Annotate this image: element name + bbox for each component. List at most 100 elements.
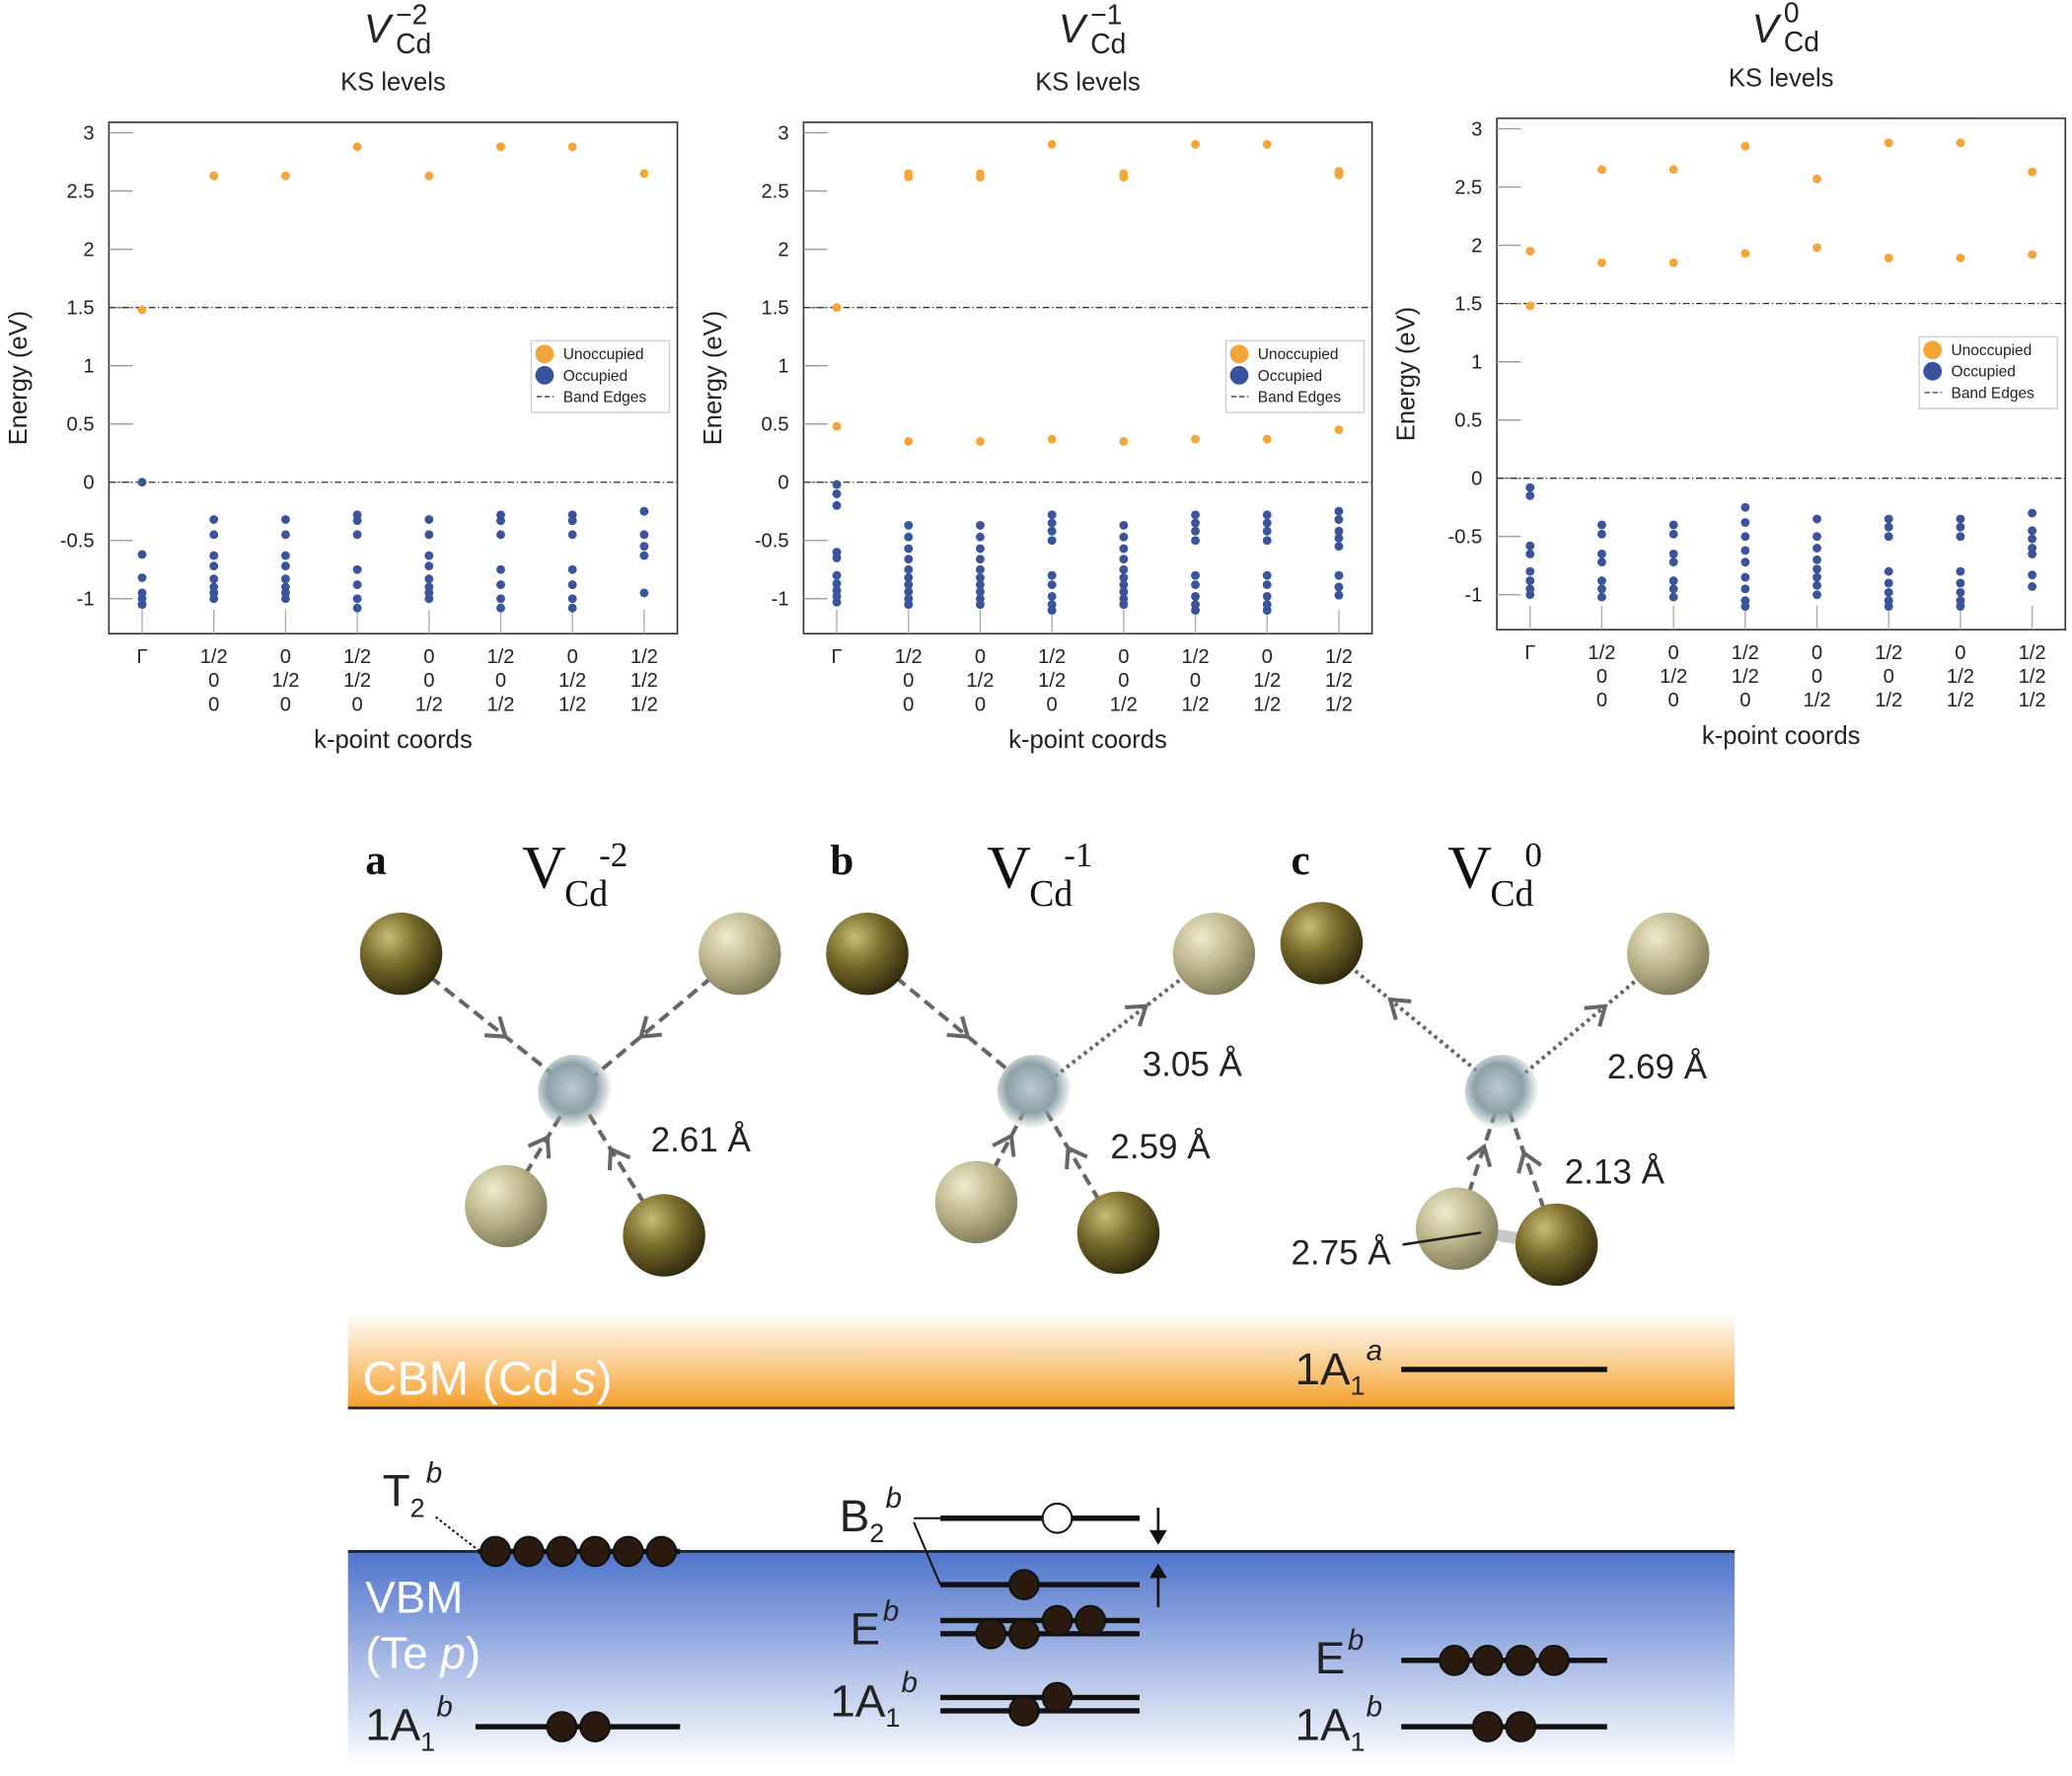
data-point [904,555,914,564]
vbm-label: (Te p) [365,1628,481,1678]
atom [359,912,443,996]
x-tick-label: 1/2 [1875,690,1902,711]
legend-marker [1923,361,1943,381]
data-point [280,171,290,181]
data-point [976,600,985,610]
y-tick-label: 2 [1471,235,1482,257]
x-tick-label: 0 [1884,666,1894,688]
y-tick-label: 0.5 [66,413,94,435]
arrow-head [1584,1003,1608,1027]
spin-arrow [1149,1563,1167,1579]
data-point [1191,606,1200,616]
chart-title-sub: Cd [1090,28,1126,59]
data-point [1956,587,1965,597]
level-sub: 1 [885,1703,900,1733]
data-point [1884,138,1893,148]
data-point [1047,606,1057,616]
y-axis-label: Energy (eV) [5,311,33,445]
level-label: 1A [365,1700,420,1750]
x-tick-label: 1/2 [1038,670,1066,692]
data-point [567,564,577,574]
x-tick-label: 0 [1812,642,1822,664]
data-point [1668,576,1678,586]
x-tick-label: 0 [903,670,914,692]
plot-frame [1496,117,2067,630]
vbm-label-part: ) [466,1628,481,1678]
data-point [1597,557,1606,567]
data-point [1191,580,1200,590]
data-point [1597,592,1606,602]
data-point [1191,526,1200,536]
chart-title: V [1752,6,1783,51]
data-point [976,555,985,564]
defect-sup: -2 [599,836,628,874]
level-sub: 2 [410,1493,425,1522]
data-point [639,588,649,598]
data-point [1047,536,1057,546]
x-tick-label: 1/2 [200,646,228,668]
y-tick-label: 1.5 [1454,293,1482,315]
arrow-head [1387,997,1412,1021]
legend-label: Unoccupied [563,346,644,363]
data-point [1597,529,1606,539]
data-point [1740,602,1750,612]
arrow-head [1465,1143,1493,1168]
x-tick-label: 0 [1262,646,1273,668]
data-point [976,532,985,542]
atom [826,912,909,996]
atom [623,1194,705,1277]
chart-title-sup: −1 [1090,0,1122,30]
data-point [1191,139,1200,149]
vbm-label: VBM [365,1572,463,1622]
level-label: 1A [830,1675,885,1726]
data-point [1668,520,1678,530]
x-tick-label: 0 [423,670,434,692]
electron [645,1535,678,1568]
data-point [639,551,649,560]
vbm-label-part: (Te [365,1628,440,1678]
data-point [1334,582,1344,592]
data-point [352,530,362,540]
data-point [1597,258,1606,267]
data-point [1334,590,1344,600]
electron [1439,1644,1470,1676]
y-tick-label: -1 [1464,584,1482,606]
data-point [1334,515,1344,524]
data-point [280,515,290,524]
data-point [1525,549,1535,558]
data-point [1525,482,1535,492]
y-tick-label: 2 [83,239,94,260]
data-point [976,573,985,582]
data-point [1813,174,1821,184]
x-tick-label: 1/2 [1588,642,1615,664]
electron [1008,1569,1040,1600]
data-point [280,530,290,540]
data-point [2028,167,2037,177]
y-tick-label: 1 [777,355,788,377]
data-point [137,550,147,559]
data-point [2028,250,2037,259]
data-point [1119,544,1129,554]
data-point [1884,578,1893,588]
y-tick-label: 1.5 [66,297,94,319]
leader [1402,1230,1482,1246]
data-point [209,171,219,181]
data-point [1597,584,1606,594]
x-tick-label: 1/2 [1732,642,1759,664]
y-tick-label: 2.5 [762,181,789,202]
electron [1008,1618,1040,1650]
electron [1505,1711,1537,1742]
data-point [1047,526,1057,536]
x-tick-label: 1/2 [630,670,658,692]
data-point [424,515,434,524]
x-tick-label: 1/2 [558,670,586,692]
bond-length: 2.61 Å [651,1121,752,1159]
data-point [496,603,505,613]
data-point [1668,592,1678,602]
data-point [1334,526,1344,536]
legend-label: Occupied [1952,364,2016,381]
y-tick-label: 0 [83,472,94,493]
data-point [832,480,842,489]
data-point [496,594,505,604]
